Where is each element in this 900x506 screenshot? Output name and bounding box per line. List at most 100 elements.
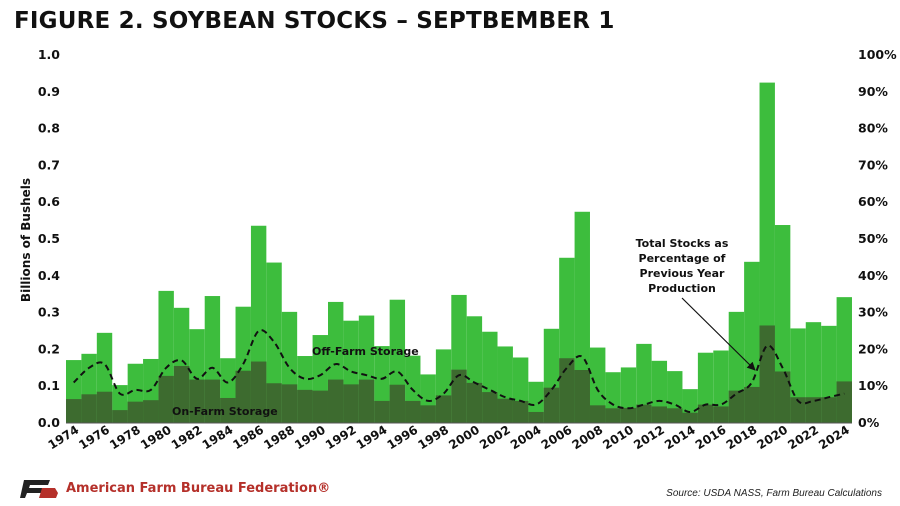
x-tick-label: 1978 [107,423,143,453]
afbf-logo-icon [20,480,58,498]
x-tick-label: 1990 [292,423,328,453]
x-tick-label: 1984 [200,423,236,453]
y2-tick-label: 30% [858,305,888,320]
y-tick-label: 1.0 [38,47,60,62]
on-farm-bar [297,389,313,423]
on-farm-bar [821,397,837,423]
y-tick-label: 0.9 [38,84,60,99]
on-farm-bar [158,375,174,423]
y-tick-label: 0.5 [38,231,60,246]
chart-title: FIGURE 2. SOYBEAN STOCKS – SEPTBEMBER 1 [14,8,615,34]
on-farm-bars [66,325,852,423]
off-farm-bar [744,261,760,423]
line-annotation: Total Stocks as Percentage of Previous Y… [636,237,756,371]
on-farm-bar [667,408,683,423]
on-farm-bar [497,398,513,423]
x-tick-label: 1982 [169,423,205,453]
x-tick-label: 2014 [662,423,698,453]
x-tick-label: 2020 [754,423,790,453]
x-tick-label: 2004 [508,423,544,453]
on-farm-bar [250,361,267,423]
on-farm-bar [374,400,390,423]
on-farm-bar [127,401,144,423]
y-axis-label: Billions of Bushels [19,178,33,302]
y2-tick-label: 20% [858,341,888,356]
on-farm-bar [466,382,483,423]
on-farm-bar [81,394,97,423]
source-note: Source: USDA NASS, Farm Bureau Calculati… [666,488,882,499]
y-tick-label: 0.0 [38,415,60,430]
on-farm-bar [451,369,467,423]
line-label-3: Previous Year [640,267,725,280]
x-axis: 1974197619781980198219841986198819901992… [46,423,852,453]
on-farm-bar [574,370,590,423]
on-farm-bar [836,381,852,423]
on-farm-bar [189,379,205,423]
on-farm-bar [66,399,82,423]
on-farm-bar [590,405,606,423]
x-tick-label: 2018 [724,423,760,453]
y-tick-label: 0.3 [38,305,60,320]
line-label-2: Percentage of [639,252,726,265]
y-tick-label: 0.4 [38,268,60,283]
y-tick-label: 0.6 [38,194,60,209]
on-farm-bar [405,400,421,423]
x-tick-label: 2016 [693,423,729,453]
y2-tick-label: 70% [858,157,888,172]
x-tick-label: 2006 [539,423,575,453]
on-farm-bar [220,397,236,423]
line-label-4: Production [648,282,716,295]
annotation-arrow [681,297,756,371]
line-label-1: Total Stocks as [636,237,729,250]
x-tick-label: 2022 [785,423,821,453]
y2-tick-label: 50% [858,231,888,246]
on-farm-bar [435,395,452,423]
on-farm-bar [805,397,822,423]
on-farm-bar [343,384,359,423]
on-farm-bar [358,379,375,423]
x-tick-label: 1988 [261,423,297,453]
y2-tick-label: 60% [858,194,888,209]
on-farm-bar [420,405,436,423]
on-farm-bar [790,397,806,423]
on-farm-bar [651,406,668,423]
on-farm-bar [96,391,113,423]
y2-tick-label: 80% [858,121,888,136]
on-farm-bar [620,407,637,423]
y-tick-label: 0.8 [38,121,60,136]
on-farm-bar [204,379,221,423]
x-tick-label: 2008 [570,423,606,453]
x-tick-label: 1998 [415,423,451,453]
on-farm-bar [636,404,652,423]
percentage-line-path [73,329,845,414]
x-tick-label: 1980 [138,423,174,453]
y-axis-left: 0.0 0.1 0.2 0.3 0.4 0.5 0.6 0.7 0.8 0.9 1.0 [38,47,60,430]
on-farm-bar [728,390,745,423]
x-tick-label: 1996 [385,423,421,453]
y2-tick-label: 40% [858,268,888,283]
on-farm-bar [559,358,575,423]
on-farm-bar [697,404,714,423]
on-farm-bar [235,370,251,423]
y2-tick-label: 90% [858,84,888,99]
on-farm-bar [173,365,190,423]
x-tick-label: 1992 [323,423,359,453]
x-tick-label: 2024 [816,423,852,453]
y-axis-right: 0% 10% 20% 30% 40% 50% 60% 70% 80% 90% 100% [858,47,897,430]
on-farm-bar [112,410,128,423]
off-farm-label: Off-Farm Storage [312,345,419,358]
off-farm-bar [266,262,282,423]
x-tick-label: 2012 [631,423,667,453]
on-farm-bar [543,387,560,423]
on-farm-bar [389,384,406,423]
on-farm-bar [143,400,159,423]
x-tick-label: 1976 [76,423,112,453]
y-tick-label: 0.7 [38,157,60,172]
on-farm-label: On-Farm Storage [172,405,278,418]
y-tick-label: 0.1 [38,378,60,393]
x-tick-label: 2010 [600,423,636,453]
y2-tick-label: 0% [858,415,880,430]
on-farm-bar [528,411,544,423]
on-farm-bar [713,406,729,423]
